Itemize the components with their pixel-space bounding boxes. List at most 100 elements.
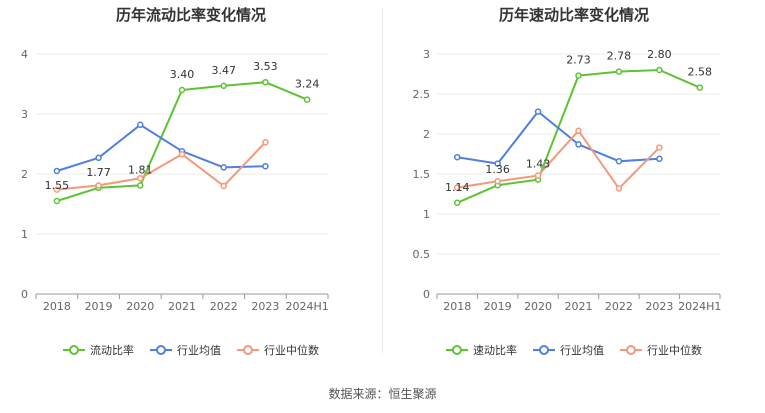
data-label: 1.14	[445, 181, 470, 194]
legend-line-icon	[533, 345, 555, 355]
series-line-company	[56, 81, 308, 202]
data-label: 2.73	[566, 54, 591, 67]
y-tick-label: 1.5	[413, 168, 431, 181]
legend-item-industry-median[interactable]: 行业中位数	[620, 342, 702, 358]
series-line-company	[456, 69, 701, 204]
data-point-company	[575, 72, 582, 79]
data-point-industry-avg	[95, 154, 102, 162]
y-tick-label: 1	[21, 228, 28, 241]
y-tick-label: 2	[423, 128, 430, 141]
data-point-company	[656, 66, 663, 74]
data-label: 1.36	[485, 163, 510, 176]
data-point-industry-avg	[220, 164, 227, 171]
x-tick-label: 2020	[126, 300, 154, 313]
x-tick-label: 2023	[645, 300, 673, 313]
data-point-industry-avg	[494, 160, 501, 167]
x-tick-label: 2021	[168, 300, 196, 313]
x-tick-label: 2024H1	[678, 300, 721, 313]
quick-ratio-title: 历年速动比率变化情况	[498, 6, 649, 24]
y-tick-label: 2	[21, 168, 28, 181]
x-tick-label: 2021	[565, 300, 593, 313]
data-point-company	[696, 84, 704, 91]
legend-label: 行业均值	[560, 344, 604, 357]
legend-line-icon	[63, 345, 85, 355]
data-label: 3.53	[253, 60, 278, 73]
x-tick-label: 2020	[524, 300, 552, 313]
data-label: 2.78	[607, 50, 632, 63]
legend-label: 流动比率	[90, 344, 134, 357]
y-tick-label: 4	[21, 48, 28, 61]
series-line-industry-median	[457, 129, 661, 190]
data-label: 3.24	[295, 78, 320, 91]
y-tick-label: 1	[423, 208, 430, 221]
panel-divider	[382, 8, 383, 353]
data-point-industry-median	[137, 174, 144, 182]
x-tick-label: 2019	[85, 300, 113, 313]
data-point-industry-avg	[53, 167, 61, 175]
y-tick-label: 3	[21, 108, 28, 121]
quick-ratio-chart: 0 0.5 1 1.5 2 2.5 3 2018 2019 2020 2021 2022 2023 202…	[413, 48, 722, 313]
x-tick-label: 2022	[605, 300, 633, 313]
x-tick-label: 2018	[443, 300, 471, 313]
x-tick-label: 2024H1	[286, 300, 329, 313]
legend-line-icon	[150, 345, 172, 355]
data-point-company	[303, 96, 311, 103]
data-point-industry-median	[575, 127, 582, 135]
data-point-company	[615, 68, 623, 75]
data-point-industry-median	[534, 172, 542, 179]
legend-line-icon	[446, 345, 468, 355]
data-point-industry-median	[95, 182, 102, 189]
data-point-industry-median	[656, 144, 663, 151]
x-tick-label: 2019	[484, 300, 512, 313]
x-tick-label: 2023	[251, 300, 279, 313]
data-label: 2.80	[647, 48, 672, 61]
data-point-industry-avg	[575, 141, 582, 148]
legend-label: 行业中位数	[264, 344, 319, 357]
data-point-industry-median	[220, 182, 227, 190]
legend-item-industry-avg[interactable]: 行业均值	[150, 342, 221, 358]
data-point-industry-median	[494, 177, 501, 185]
data-point-company	[453, 199, 461, 207]
data-source: 数据来源：恒生聚源	[328, 387, 437, 401]
data-point-company	[53, 197, 61, 205]
data-point-industry-median	[53, 186, 61, 193]
data-point-industry-avg	[137, 121, 144, 129]
series-line-industry-avg	[457, 110, 660, 165]
legend-item-company[interactable]: 流动比率	[63, 342, 134, 358]
legend-label: 行业中位数	[647, 344, 702, 357]
x-tick-label: 2022	[210, 300, 238, 313]
legend-line-icon	[620, 345, 642, 355]
data-point-industry-avg	[656, 155, 663, 163]
legend-item-industry-avg[interactable]: 行业均值	[533, 342, 604, 358]
data-label: 2.58	[688, 66, 713, 79]
legend-label: 速动比率	[473, 344, 517, 357]
data-point-company	[262, 78, 269, 86]
quick-ratio-panel: 历年速动比率变化情况 0 0.5 1 1.5 2 2.5 3 2018 2019 2020 2021…	[383, 0, 765, 380]
legend-line-icon	[237, 345, 259, 355]
data-label: 3.40	[170, 68, 195, 81]
series-line-industry-median	[56, 141, 267, 191]
data-label: 1.77	[86, 166, 111, 179]
data-point-industry-avg	[262, 162, 269, 170]
data-label: 1.81	[128, 163, 153, 176]
current-ratio-panel: 历年流动比率变化情况 0 1 2 3 4 2018 2019 2020 2021 2022 2023…	[0, 0, 382, 380]
quick-ratio-legend: 速动比率 行业均值 行业中位数	[383, 342, 765, 358]
current-ratio-chart: 0 1 2 3 4 2018 2019 2020 2021 2022 2023 2024H1 1.55 1…	[21, 48, 329, 313]
x-tick-label: 2018	[43, 300, 71, 313]
data-point-industry-avg	[615, 157, 623, 165]
data-point-company	[220, 82, 227, 90]
data-point-industry-avg	[534, 108, 542, 115]
data-label: 3.47	[211, 64, 236, 77]
y-tick-label: 0.5	[413, 248, 431, 261]
legend-item-company[interactable]: 速动比率	[446, 342, 517, 358]
legend-item-industry-median[interactable]: 行业中位数	[237, 342, 319, 358]
data-label: 1.43	[526, 158, 551, 171]
data-point-industry-median	[453, 184, 461, 191]
y-tick-label: 2.5	[413, 88, 431, 101]
series-line-industry-avg	[56, 123, 266, 172]
data-point-industry-median	[262, 138, 269, 146]
legend-label: 行业均值	[177, 344, 221, 357]
y-tick-label: 0	[21, 288, 28, 301]
data-point-industry-avg	[453, 153, 461, 161]
current-ratio-title: 历年流动比率变化情况	[115, 6, 266, 24]
